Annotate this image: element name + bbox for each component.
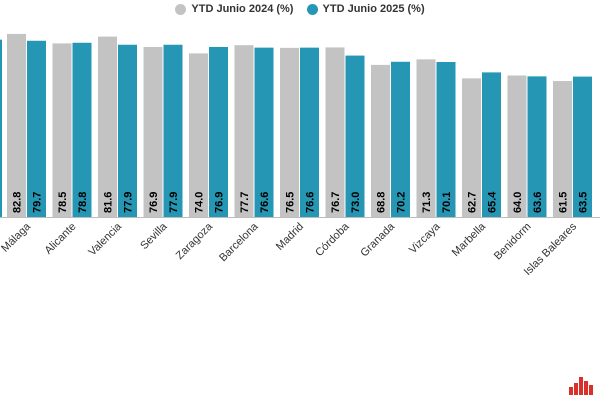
bar-marbella-2024[interactable]: [462, 78, 481, 217]
value-label-alicante-2025: 78.8: [77, 192, 89, 213]
bar-vizcaya-2025[interactable]: [436, 62, 456, 217]
value-label-zaragoza-2024: 74.0: [194, 192, 206, 213]
legend-marker-2025: [306, 3, 318, 15]
legend-label-2025: YTD Junio 2025 (%): [322, 3, 425, 15]
category-label-granada: Granada: [358, 220, 397, 259]
bar-granada-2025[interactable]: [391, 61, 410, 217]
bar-barcelona-2025[interactable]: [254, 47, 274, 217]
category-label-malaga: Málaga: [0, 220, 34, 255]
bar-barcelona-2024[interactable]: [234, 45, 254, 217]
value-label-cordoba-2024: 76.7: [330, 192, 342, 213]
value-label-malaga-2024: 82.8: [12, 192, 24, 213]
category-labels-group: Málaga Alicante Valencia Sevilla Zaragoza Bar…: [0, 220, 579, 278]
legend-item-2025[interactable]: YTD Junio 2025 (%): [306, 3, 425, 15]
bar-marbella-2025[interactable]: [482, 72, 501, 217]
bar-cordoba-2025[interactable]: [345, 55, 365, 217]
value-label-malaga-2025: 79.7: [32, 192, 44, 213]
category-label-vizcaya: Vizcaya: [407, 220, 443, 256]
category-label-benidorm: Benidorm: [492, 221, 534, 263]
bar-zaragoza-2024[interactable]: [189, 53, 208, 217]
legend-label-2024: YTD Junio 2024 (%): [191, 3, 294, 15]
brand-logo-icon: [569, 377, 593, 395]
bar-benidorm-2024[interactable]: [507, 75, 527, 217]
value-label-valencia-2024: 81.6: [103, 192, 115, 213]
bar-sevilla-2025[interactable]: [163, 44, 183, 218]
legend-item-2024[interactable]: YTD Junio 2024 (%): [175, 3, 293, 15]
bar-valencia-2025[interactable]: [118, 44, 137, 218]
category-label-cordoba: Córdoba: [313, 220, 352, 259]
category-label-alicante: Alicante: [42, 221, 78, 257]
value-label-granada-2024: 68.8: [376, 192, 388, 213]
value-label-barcelona-2024: 77.7: [239, 192, 251, 213]
value-label-islas-baleares-2024: 61.5: [558, 192, 570, 213]
value-label-madrid-2025: 76.6: [305, 192, 317, 213]
bar-granada-2024[interactable]: [371, 64, 390, 218]
category-label-valencia: Valencia: [86, 220, 124, 258]
legend-marker-2024: [175, 3, 187, 15]
value-label-barcelona-2025: 76.6: [259, 192, 271, 213]
value-label-vizcaya-2024: 71.3: [421, 192, 433, 213]
value-label-alicante-2024: 78.5: [57, 192, 69, 213]
bar-sevilla-2024[interactable]: [143, 46, 163, 217]
bar-islas-baleares-2024[interactable]: [553, 81, 572, 218]
value-label-madrid-2024: 76.5: [285, 192, 297, 213]
bar-madrid-2025[interactable]: [300, 47, 319, 217]
category-label-zaragoza: Zaragoza: [174, 220, 216, 262]
value-label-marbella-2025: 65.4: [487, 191, 499, 213]
bar-cordoba-2024[interactable]: [325, 47, 345, 217]
value-label-cordoba-2025: 73.0: [350, 192, 362, 213]
value-labels-group: 82.8 79.7 78.5 78.8 81.6 77.9 76.9 77.9 74.0 76.9…: [12, 191, 590, 213]
bar-alicante-2025[interactable]: [72, 42, 92, 217]
bars-group: [0, 33, 592, 218]
bar-madrid-2024[interactable]: [280, 47, 299, 217]
value-label-valencia-2025: 77.9: [123, 192, 135, 213]
bar-partial-left: [0, 39, 2, 218]
value-label-benidorm-2025: 63.6: [532, 192, 544, 213]
bar-benidorm-2025[interactable]: [527, 76, 547, 217]
value-label-sevilla-2025: 77.9: [168, 192, 180, 213]
bar-vizcaya-2024[interactable]: [416, 59, 436, 217]
category-label-marbella: Marbella: [450, 220, 489, 259]
value-label-marbella-2024: 62.7: [467, 192, 479, 213]
value-label-islas-baleares-2025: 63.5: [578, 192, 590, 213]
value-label-benidorm-2024: 64.0: [512, 192, 524, 213]
value-label-granada-2025: 70.2: [396, 192, 408, 213]
bar-zaragoza-2025[interactable]: [209, 46, 228, 217]
category-label-barcelona: Barcelona: [217, 220, 261, 264]
value-label-vizcaya-2025: 70.1: [441, 192, 453, 213]
legend: YTD Junio 2024 (%) YTD Junio 2025 (%): [0, 3, 600, 18]
category-label-madrid: Madrid: [274, 221, 306, 253]
bar-malaga-2025[interactable]: [27, 40, 46, 217]
category-label-sevilla: Sevilla: [138, 220, 170, 252]
value-label-zaragoza-2025: 76.9: [214, 192, 226, 213]
value-label-sevilla-2024: 76.9: [148, 192, 160, 213]
bar-islas-baleares-2025[interactable]: [573, 76, 592, 217]
bar-alicante-2024[interactable]: [52, 43, 72, 217]
bar-valencia-2024[interactable]: [98, 36, 117, 217]
bar-malaga-2024[interactable]: [7, 33, 26, 217]
